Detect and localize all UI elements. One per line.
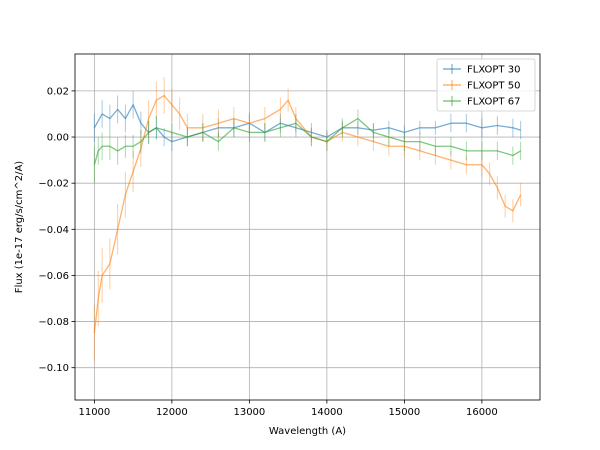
y-tick-label: −0.04: [38, 225, 69, 236]
y-tick-label: 0.00: [47, 133, 69, 144]
series-3: [93, 109, 522, 184]
y-tick-label: 0.02: [47, 86, 69, 97]
x-tick-label: 13000: [233, 407, 265, 418]
legend-box: [436, 58, 536, 112]
legend-entry: FLXOPT 67: [443, 96, 520, 108]
series-line: [93, 104, 521, 143]
legend: FLXOPT 30 FLXOPT 50 FLXOPT 67: [436, 58, 536, 112]
y-axis-ticks: −0.10 −0.08 −0.06 −0.04 −0.02 0.00 0.02: [38, 86, 75, 374]
series-layer: [93, 77, 522, 361]
y-tick-label: −0.10: [38, 363, 69, 374]
x-axis-label: Wavelength (A): [269, 426, 346, 437]
y-axis-label: Flux (1e-17 erg/s/cm^2/A): [14, 161, 25, 293]
y-tick-label: −0.08: [38, 317, 69, 328]
x-tick-label: 14000: [311, 407, 343, 418]
series-2: [93, 77, 522, 361]
legend-entry: FLXOPT 50: [443, 80, 520, 92]
plot-area: [74, 53, 541, 401]
x-tick-label: 12000: [156, 407, 188, 418]
x-tick-label: 16000: [466, 407, 498, 418]
series-line: [93, 117, 521, 165]
legend-entry: FLXOPT 30: [443, 64, 520, 76]
legend-label: FLXOPT 50: [467, 81, 520, 92]
x-tick-label: 15000: [388, 407, 420, 418]
legend-label: FLXOPT 30: [467, 65, 520, 76]
x-axis-ticks: 11000 12000 13000 14000 15000 16000: [78, 400, 498, 418]
axes-background: [75, 54, 540, 400]
series-1: [93, 90, 522, 151]
y-tick-label: −0.06: [38, 271, 69, 282]
series-line: [93, 94, 522, 334]
x-tick-label: 11000: [78, 407, 110, 418]
legend-label: FLXOPT 67: [467, 97, 520, 108]
y-tick-label: −0.02: [38, 179, 69, 190]
grid: [75, 54, 540, 400]
axes-frame: [74, 53, 541, 401]
